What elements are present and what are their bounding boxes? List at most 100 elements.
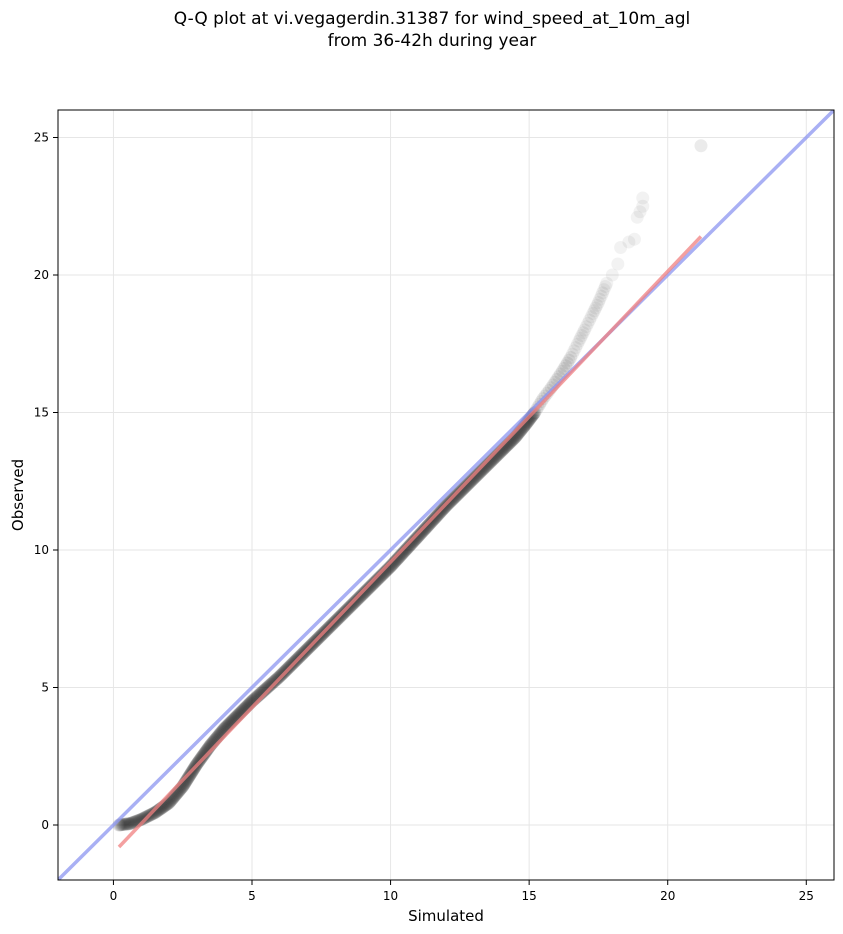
data-point [394,548,408,562]
data-point [398,544,412,558]
data-point [392,550,406,564]
data-point [417,523,431,537]
data-point [262,679,276,693]
data-point [197,748,210,762]
data-point [198,746,212,760]
data-point [636,191,650,205]
data-point [456,482,470,496]
data-point [182,770,196,783]
data-point [399,543,413,557]
data-point [572,334,586,348]
identity-line [58,110,834,880]
x-tick-label: 20 [660,889,675,903]
data-point [373,570,387,584]
data-point [195,750,209,764]
regression-line [117,235,703,849]
data-point [395,547,409,561]
data-point [399,542,413,556]
data-point [147,806,161,820]
data-point [376,567,390,581]
data-point [118,817,132,831]
x-tick-label: 0 [110,889,118,903]
data-point [397,545,411,559]
data-point [587,304,601,318]
data-point [404,537,418,551]
data-point [474,464,488,478]
data-point [362,581,376,595]
data-point [590,298,604,312]
data-point [422,518,436,532]
data-point [421,519,435,533]
data-point [567,344,581,358]
data-point [393,549,407,563]
data-point [422,517,436,531]
data-point [396,546,410,560]
data-point [423,516,437,530]
data-point [581,316,595,330]
data-point [583,313,597,327]
data-point [266,676,280,690]
data-point [569,341,583,355]
data-point [357,586,371,600]
data-point [418,522,432,536]
data-point [258,682,272,696]
data-point [120,817,134,831]
data-point [391,551,405,565]
data-point [455,483,469,497]
data-point [116,817,130,831]
data-point [473,466,487,480]
data-point [596,286,610,300]
data-point [371,572,385,586]
x-tick-label: 15 [522,889,537,903]
data-point [416,524,430,538]
data-point [265,677,279,691]
data-point [584,310,598,324]
grid-layer [58,110,834,880]
data-point [557,362,571,375]
data-point [591,296,605,309]
data-point [354,589,368,603]
chart-title-line2: from 36-42h during year [327,31,537,51]
data-point [180,773,194,786]
data-point [197,747,211,761]
data-point [575,329,589,342]
data-point [119,817,133,831]
y-tick-label: 10 [34,543,49,557]
data-point [403,539,417,553]
data-point [370,573,384,587]
data-point [463,475,477,489]
data-point [418,521,432,535]
data-point [403,538,417,552]
data-point [463,476,477,490]
chart-title: Q-Q plot at vi.vegagerdin.31387 for wind… [0,8,843,52]
data-point [589,301,603,315]
data-point [395,547,409,561]
data-point [261,680,275,694]
data-point [452,487,466,500]
data-point [402,540,416,554]
data-point [412,528,426,542]
y-axis-label: Observed [9,459,27,531]
data-point [181,771,195,784]
data-point [378,565,392,579]
data-point [375,568,389,582]
data-point [363,580,377,594]
x-tick-label: 5 [248,889,256,903]
data-point [633,205,647,219]
data-point [358,585,372,598]
data-point [359,584,373,598]
axes-frame [57,109,835,881]
data-point [260,681,274,695]
y-tick-label: 20 [34,268,49,282]
data-point [360,583,374,597]
x-tick-label: 25 [799,889,814,903]
ticks-layer: 0 5 10 15 20 25 0 5 10 15 20 25 [34,131,814,904]
data-point [451,487,465,501]
data-point [475,463,489,477]
data-point [466,472,480,486]
data-point [462,477,476,490]
data-point [150,804,164,818]
data-point [564,351,578,364]
data-point [458,480,472,494]
y-tick-label: 5 [41,681,49,695]
